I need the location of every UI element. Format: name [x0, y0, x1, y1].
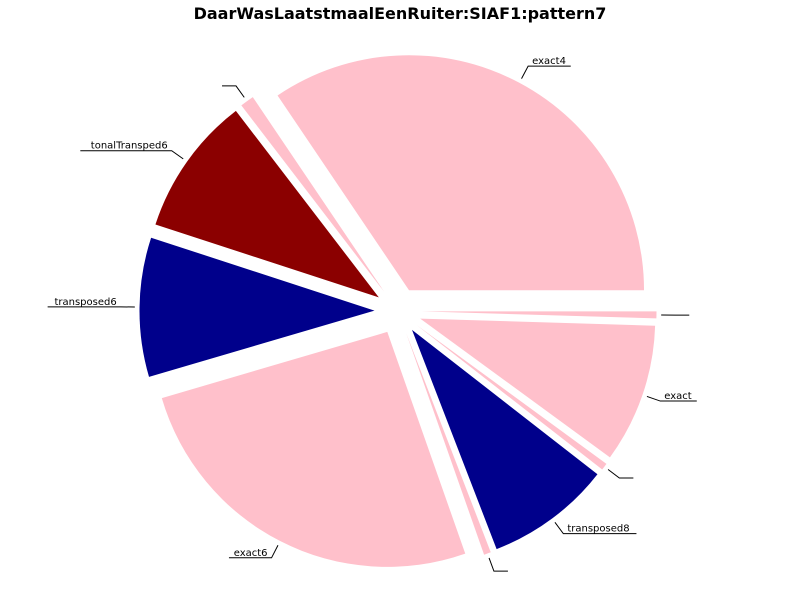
- leader-line: [222, 85, 245, 98]
- slice-label: exact: [664, 391, 692, 402]
- slice-label: exact4: [532, 56, 566, 67]
- slice-label: tonalTransped6: [91, 141, 168, 152]
- pie-slice-unlabeled-7: [416, 325, 607, 470]
- pie-slice-tonalTransped6: [155, 110, 379, 298]
- pie-labels: exact4 tonalTransped6 transposed6 exact6 tra…: [47, 56, 697, 572]
- leader-line: [554, 521, 637, 535]
- leader-line: [646, 395, 697, 402]
- pie-slice-transposed6: [139, 237, 375, 377]
- pie-slice-exact: [420, 318, 656, 458]
- pie-slice-transposed8: [412, 329, 598, 550]
- chart-title: DaarWasLaatstmaalEenRuiter:SIAF1:pattern…: [194, 4, 607, 23]
- slice-label: transposed6: [54, 297, 116, 308]
- leader-line: [488, 557, 508, 572]
- pie-slices: [139, 55, 657, 567]
- leader-line: [521, 65, 571, 79]
- pie-slice-unlabeled-1: [241, 97, 385, 292]
- pie-slice-unlabeled-5: [406, 333, 491, 555]
- pie-slice-unlabeled-9: [421, 311, 657, 319]
- slice-label: exact6: [234, 548, 268, 559]
- slice-label: transposed8: [567, 524, 629, 535]
- leader-line: [228, 545, 279, 559]
- pie-slice-exact6: [161, 331, 466, 567]
- leader-line: [607, 469, 634, 479]
- pie-slice-exact4: [277, 55, 645, 291]
- leader-line: [80, 150, 184, 160]
